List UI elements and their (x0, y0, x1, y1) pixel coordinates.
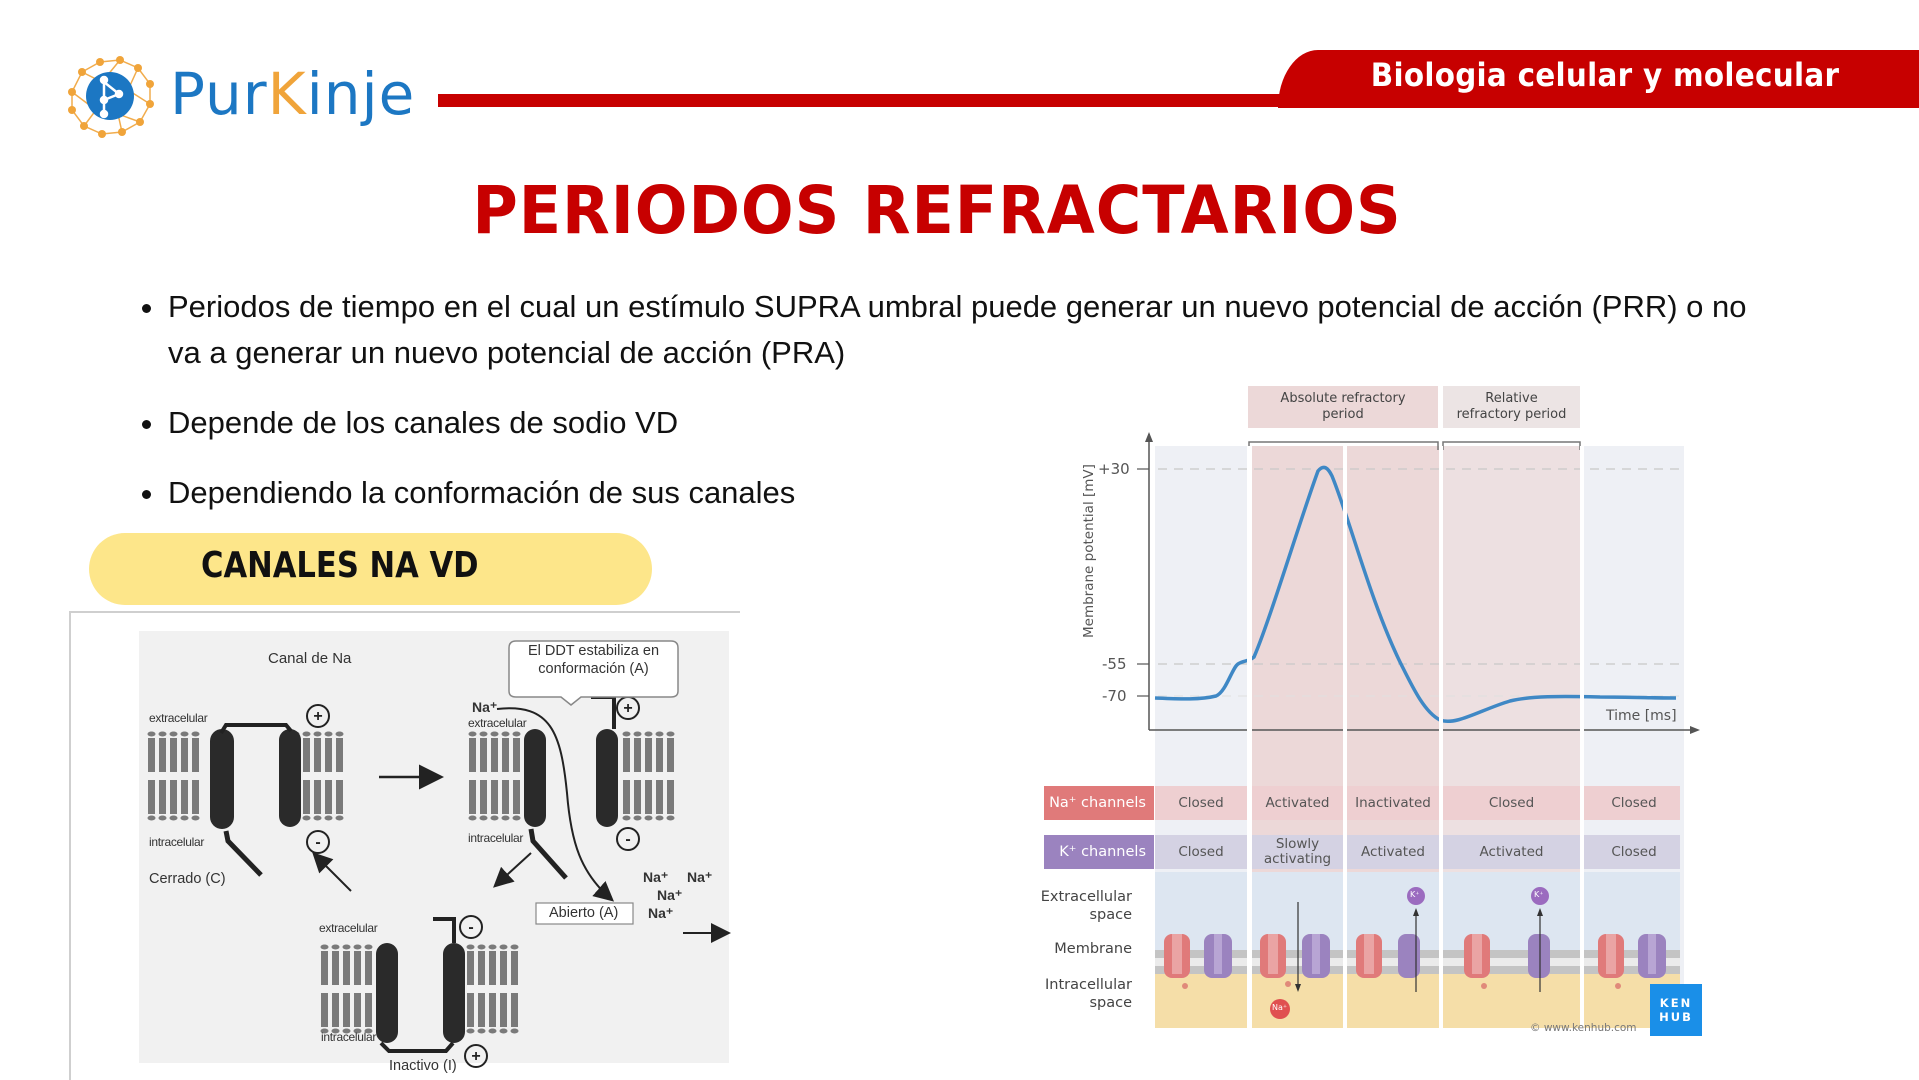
header-divider (438, 94, 1338, 107)
table-cell: Closed (1178, 843, 1224, 860)
plus-charge-icon (464, 1044, 488, 1068)
table-cell: Activated (1479, 843, 1544, 860)
k-channel-icon (1204, 934, 1666, 978)
table-cell: Inactivated (1355, 794, 1431, 811)
intracellular-label: intracelular (468, 831, 524, 845)
diagram-title: Canal de Na (268, 650, 352, 667)
kenhub-watermark: © www.kenhub.com (1530, 1022, 1637, 1034)
plus-charge-icon (306, 704, 330, 728)
column-separator (1343, 446, 1347, 1006)
na-ion-label: Na⁺ (643, 869, 669, 885)
svg-text:-: - (468, 919, 473, 936)
na-ion-label: Na⁺ (648, 905, 674, 921)
column-separator (1439, 446, 1443, 1006)
intracellular-label: intracelular (149, 835, 205, 849)
na-ion-label: Na⁺ (687, 869, 713, 885)
section-pill: CANALES NA VD (89, 533, 652, 605)
bullet-item: Periodos de tiempo en el cual un estímul… (138, 284, 1838, 376)
extracellular-space-label: Extracellular space (1040, 889, 1132, 923)
bullet-list: Periodos de tiempo en el cual un estímul… (138, 284, 1838, 516)
k-ion-label: K⁺ (1534, 890, 1544, 899)
table-cell: Closed (1178, 794, 1224, 811)
svg-text:-: - (625, 831, 630, 848)
kenhub-logo: KEN HUB (1650, 984, 1702, 1036)
na-ion-label: Na⁺ (657, 887, 683, 903)
table-cell: Slowly activating (1263, 836, 1332, 867)
course-tab: Biologia celular y molecular (1278, 50, 1919, 108)
callout-line-2: conformación (A) (538, 661, 649, 677)
svg-text:+: + (471, 1048, 480, 1065)
callout-line-1: El DDT estabiliza en (527, 643, 660, 659)
na-ion-label: Na⁺ (472, 699, 498, 715)
na-channels-label: Na⁺ channels (1044, 786, 1154, 820)
table-cell: Closed (1611, 843, 1657, 860)
ddt-callout (508, 640, 679, 706)
arrow-down-left-icon (493, 852, 532, 888)
extracellular-label: extracelular (149, 711, 208, 725)
action-potential-line (1154, 465, 1677, 723)
y-tick-label: -55 (1102, 655, 1127, 673)
purkinje-logo: PurKinje (62, 52, 416, 142)
k-ion-icon (1407, 887, 1425, 905)
course-tab-label: Biologia celular y molecular (1370, 56, 1839, 94)
table-cell: Closed (1488, 794, 1535, 811)
intracellular-space-label: Intracellular space (1044, 977, 1132, 1011)
k-ion-icon (1531, 887, 1549, 905)
x-axis-label: Time [ms] (1606, 708, 1677, 724)
absolute-period-header: Absolute refractory period (1248, 386, 1438, 428)
y-tick-label: -70 (1102, 687, 1127, 705)
extracellular-label: extracelular (468, 716, 527, 730)
column-separator (1247, 446, 1252, 1006)
na-ion-label: Na⁺ (1272, 1003, 1288, 1012)
diagram-background (139, 631, 729, 1063)
k-channels-label: K⁺ channels (1044, 835, 1154, 869)
relative-period-header: Relative refractory period (1443, 386, 1580, 428)
extracellular-label: extracelular (319, 921, 378, 935)
brand-name: PurKinje (170, 60, 416, 128)
table-cell: Closed (1611, 794, 1657, 811)
inactive-state-label: Inactivo (I) (389, 1058, 457, 1074)
k-channels-row (1155, 835, 1680, 869)
na-channel-icon (1164, 934, 1624, 989)
na-channels-row (1155, 786, 1680, 820)
minus-charge-icon (459, 915, 483, 939)
minus-charge-icon (616, 827, 640, 851)
intracellular-label: intracelular (321, 1030, 377, 1044)
svg-text:+: + (313, 708, 322, 725)
svg-text:-: - (315, 834, 320, 851)
y-axis-arrow-icon (1145, 432, 1153, 442)
open-state-label: Abierto (A) (549, 905, 619, 921)
bullet-item: Depende de los canales de sodio VD (138, 400, 1838, 446)
arrow-up-left-icon (312, 852, 352, 892)
na-channel-diagram: + - + - - + Canal de (69, 611, 740, 1080)
na-channel-illustration: + - + - - + (147, 640, 731, 1068)
brain-network-icon (68, 56, 154, 138)
section-pill-label: CANALES NA VD (201, 545, 479, 586)
membrane-potential-plot (1137, 432, 1700, 734)
y-axis-label: Membrane potential [mV] (1081, 464, 1097, 638)
column-separator (1580, 446, 1584, 1006)
page-title: PERIODOS REFRACTARIOS (472, 172, 1402, 249)
membrane-channel-illustration (1155, 872, 1680, 1028)
y-tick-label: +30 (1098, 460, 1130, 478)
closed-state-label: Cerrado (C) (149, 871, 226, 887)
membrane-label: Membrane (1054, 941, 1132, 957)
table-cell: Activated (1265, 794, 1330, 811)
k-ion-label: K⁺ (1410, 890, 1420, 899)
svg-text:+: + (623, 700, 632, 717)
x-axis-arrow-icon (1690, 726, 1700, 734)
na-ion-icon (1270, 999, 1290, 1019)
table-cell: Activated (1361, 843, 1425, 860)
bullet-item: Dependiendo la conformación de sus canal… (138, 470, 1838, 516)
action-potential-chart: Absolute refractory period Relative refr… (1040, 380, 1702, 1040)
